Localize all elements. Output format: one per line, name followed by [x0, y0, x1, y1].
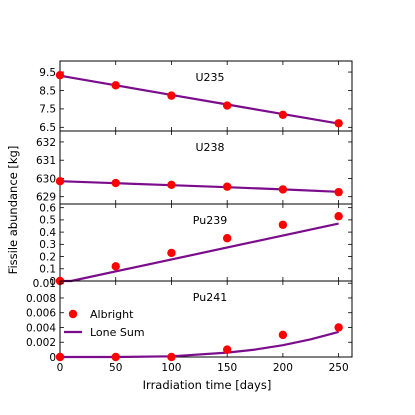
albright-point: [278, 110, 288, 119]
y-tick-label: 8.5: [39, 85, 56, 97]
albright-point: [334, 187, 343, 197]
panel-frame: [59, 280, 353, 358]
panel-title: U235: [195, 71, 224, 84]
legend-lone-sum-label: Lone Sum: [90, 326, 145, 339]
albright-point: [278, 220, 288, 229]
albright-point: [222, 101, 232, 110]
albright-point: [55, 70, 65, 80]
y-tick-label: 0.3: [39, 239, 56, 251]
x-tick-label: 250: [329, 362, 349, 374]
y-tick-label: 0.5: [39, 215, 56, 227]
y-tick-label: 0.006: [26, 308, 56, 320]
panel-u235: 6.5 7.5 8.5 9.5 U235: [39, 60, 353, 134]
x-tick-label: 100: [161, 362, 181, 374]
albright-point: [111, 81, 120, 90]
albright-point: [111, 352, 120, 362]
y-tick-label: 9.5: [39, 67, 56, 79]
y-tick-label: 0: [49, 352, 56, 364]
albright-point: [111, 178, 120, 188]
y-tick-label: 6.5: [39, 122, 56, 134]
y-tick-label: 0.2: [39, 251, 56, 263]
x-axis-title: Irradiation time [days]: [143, 378, 272, 392]
y-tick-label: 632: [36, 137, 56, 149]
y-tick-label: 0.002: [26, 337, 56, 349]
y-tick-label: 0.008: [26, 293, 56, 305]
y-axis-title: Fissile abundance [kg]: [6, 146, 20, 275]
legend-albright-marker: [68, 309, 78, 319]
y-tick-label: 630: [36, 173, 56, 185]
lone-sum-line: [59, 74, 339, 125]
lone-sum-line: [60, 330, 339, 359]
albright-point: [278, 330, 288, 340]
legend-albright-label: Albright: [90, 308, 134, 321]
albright-point: [167, 352, 176, 362]
panel-title: U238: [195, 141, 224, 154]
albright-point: [111, 262, 120, 271]
albright-point: [222, 182, 232, 191]
x-tick-label: 0: [57, 362, 64, 374]
legend: Albright Lone Sum: [64, 308, 145, 339]
lone-sum-line: [60, 222, 339, 283]
albright-point: [55, 176, 65, 186]
x-tick-label: 150: [217, 362, 237, 374]
y-tick-label: 631: [36, 155, 56, 167]
albright-point: [167, 180, 176, 190]
panel-title: Pu241: [193, 291, 227, 304]
albright-point: [278, 185, 288, 194]
x-tick-label: 50: [109, 362, 122, 374]
lone-sum-line: [59, 180, 339, 193]
albright-point: [55, 352, 65, 362]
panel-title: Pu239: [193, 214, 227, 227]
albright-point: [222, 234, 232, 243]
y-tick-label: 7.5: [39, 104, 56, 116]
albright-point: [222, 345, 232, 354]
albright-point: [167, 248, 176, 258]
panel-u238: 629 630 631 632 U238: [36, 130, 353, 205]
x-tick-label: 200: [273, 362, 293, 374]
y-tick-label: 0.6: [39, 202, 56, 214]
albright-point: [167, 91, 176, 100]
albright-point: [334, 119, 343, 128]
albright-point: [334, 323, 343, 332]
y-tick-label: 629: [36, 192, 56, 204]
y-tick-label: 0: [49, 276, 56, 288]
y-tick-label: 0.004: [26, 322, 56, 334]
panel-pu239: 00.10.20.30.40.50.6 Pu239: [39, 202, 353, 288]
y-tick-label: 0.4: [39, 227, 56, 239]
y-tick-label: 0.1: [39, 264, 56, 276]
albright-point: [334, 212, 343, 221]
y-tick-label: 0.01: [33, 278, 56, 290]
